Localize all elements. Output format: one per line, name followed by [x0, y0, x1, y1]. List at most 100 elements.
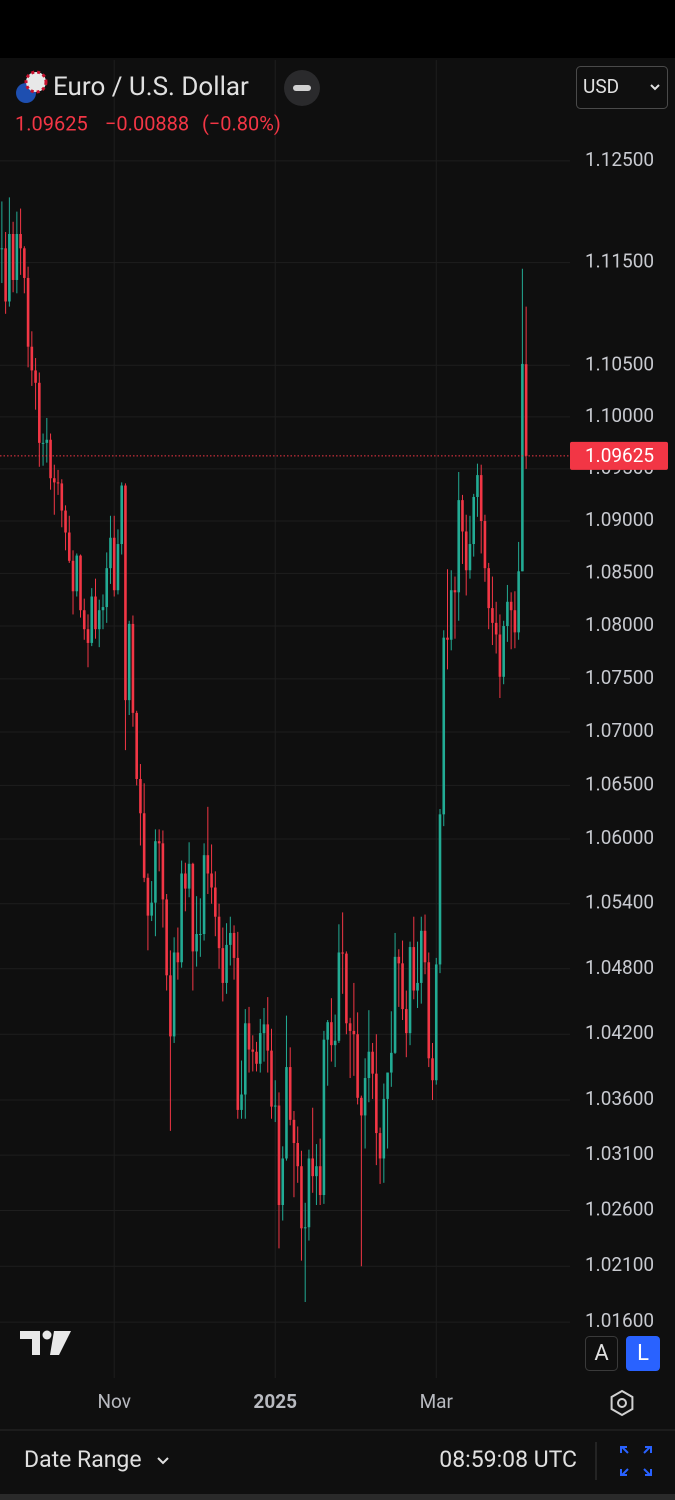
candle-body	[11, 234, 15, 280]
settings-icon-center	[617, 1398, 627, 1408]
candle-body	[315, 1166, 318, 1177]
candle-body	[322, 1039, 326, 1196]
candle-body	[521, 363, 524, 572]
auto-scale-button[interactable]	[585, 1336, 618, 1371]
candle-body	[86, 629, 90, 643]
candle-body	[502, 626, 505, 677]
candle-body	[483, 521, 487, 569]
candle-body	[303, 1227, 307, 1229]
candle-body	[498, 634, 502, 677]
candle-body	[288, 1067, 292, 1120]
candle-body	[423, 930, 427, 963]
candle-body	[491, 608, 494, 623]
candle-body	[82, 610, 86, 630]
dropdown-chevron	[650, 84, 660, 91]
axes: 1.125001.115001.105001.100001.095001.090…	[97, 148, 668, 1413]
candle-body	[266, 1024, 270, 1051]
currency-dropdown[interactable]	[576, 66, 668, 109]
y-tick-label: 1.02100	[585, 1253, 654, 1276]
candle-body	[236, 957, 240, 1110]
log-scale-button[interactable]	[626, 1336, 660, 1371]
y-tick-label: 1.03100	[585, 1142, 654, 1165]
candle-body	[0, 248, 4, 250]
candle-body	[154, 841, 157, 903]
candle-body	[333, 1040, 337, 1046]
fullscreen-button[interactable]	[620, 1446, 652, 1476]
candle-body	[131, 623, 135, 713]
y-tick-label: 1.08500	[585, 560, 654, 583]
candle-body	[404, 1009, 408, 1034]
price-change: −0.00888	[105, 111, 189, 135]
auto-scale-label: A	[594, 1341, 609, 1366]
y-tick-label: 1.05400	[585, 891, 654, 914]
candle-body	[476, 475, 479, 497]
candle-body	[157, 841, 161, 844]
candle-body	[127, 623, 131, 701]
candle-body	[300, 1166, 303, 1229]
candle-body	[382, 1098, 386, 1159]
candle-body	[38, 382, 41, 443]
candle-body	[262, 1024, 266, 1034]
candle-body	[172, 952, 176, 1037]
candle-body	[202, 855, 206, 935]
x-tick-label: Nov	[97, 1390, 130, 1413]
candle-body	[337, 952, 341, 1041]
candle-body	[468, 544, 472, 571]
y-tick-label: 1.02600	[585, 1198, 654, 1221]
x-tick-label: 2025	[253, 1390, 297, 1413]
candle-body	[311, 1158, 314, 1177]
candle-body	[49, 439, 52, 479]
candle-body	[56, 482, 60, 484]
y-tick-label: 1.09000	[585, 508, 654, 531]
candle-body	[360, 1097, 363, 1116]
candle-body	[375, 1073, 378, 1134]
candle-body	[161, 843, 165, 900]
candle-body	[217, 916, 221, 949]
candle-body	[195, 934, 198, 952]
candle-body	[19, 234, 22, 249]
candle-body	[225, 944, 228, 983]
log-scale-label: L	[637, 1341, 649, 1366]
candle-body	[285, 1067, 288, 1159]
y-tick-label: 1.11500	[585, 250, 654, 273]
currency-label: USD	[583, 75, 619, 98]
candle-body	[524, 364, 528, 456]
y-tick-label: 1.04800	[585, 956, 654, 979]
candle-body	[464, 531, 468, 571]
candle-body	[8, 234, 11, 302]
candle-body	[386, 1072, 389, 1099]
candle-body	[296, 1142, 300, 1167]
candle-body	[431, 1058, 434, 1081]
date-range-button[interactable]: Date Range	[24, 1446, 142, 1473]
candle-body	[277, 1105, 281, 1205]
candle-body	[4, 248, 7, 302]
candle-body	[479, 475, 483, 522]
y-tick-label: 1.07000	[585, 719, 654, 742]
candle-body	[427, 962, 431, 1059]
candle-body	[419, 930, 423, 983]
y-tick-label: 1.06500	[585, 772, 654, 795]
date-range-chevron	[157, 1457, 169, 1465]
candle-body	[247, 1023, 251, 1050]
candle-body	[146, 877, 150, 916]
candle-body	[232, 932, 236, 958]
y-tick-label: 1.10500	[585, 352, 654, 375]
candle-body	[15, 234, 19, 280]
settings-icon[interactable]	[610, 1389, 634, 1417]
candle-body	[112, 537, 116, 591]
candles	[0, 197, 570, 1302]
candle-body	[270, 1050, 273, 1107]
candle-body	[34, 370, 37, 383]
candle-body	[487, 568, 490, 609]
candle-body	[180, 873, 183, 963]
candle-body	[23, 248, 26, 278]
candle-body	[348, 1023, 352, 1031]
candle-body	[60, 483, 64, 511]
candle-body	[393, 956, 397, 1053]
candle-body	[442, 637, 446, 815]
candle-body	[408, 947, 412, 1034]
candle-body	[199, 934, 202, 936]
symbol-title: Euro / U.S. Dollar	[53, 72, 249, 102]
